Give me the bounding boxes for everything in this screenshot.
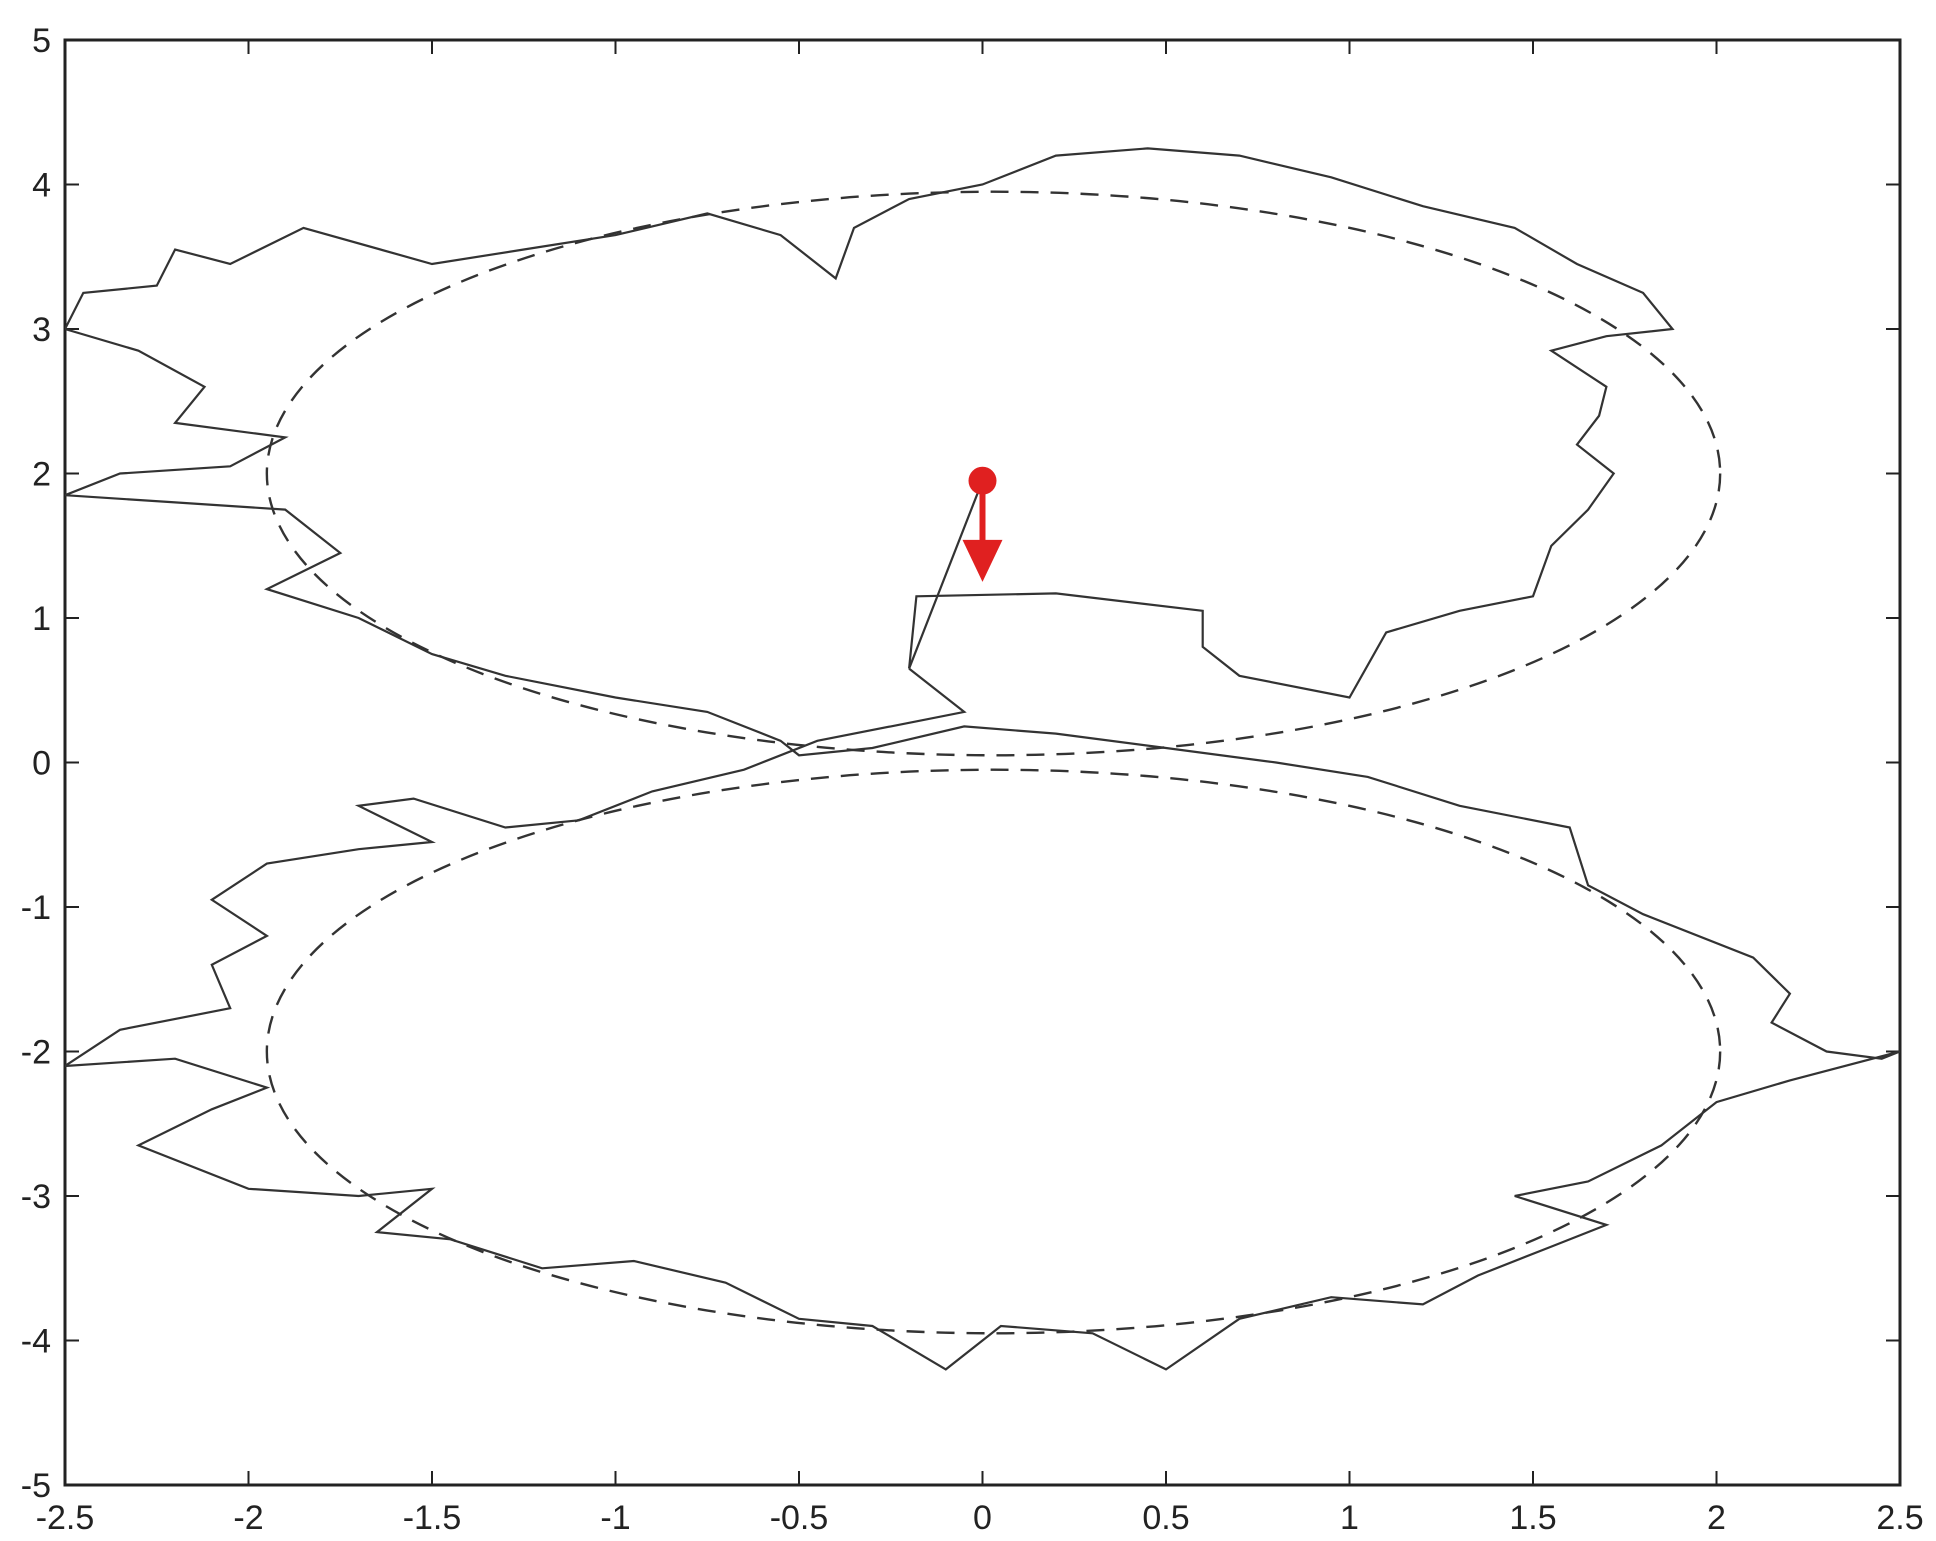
x-tick-label: 2 bbox=[1707, 1499, 1726, 1537]
plot-frame bbox=[63, 38, 1902, 1487]
start-connector-line bbox=[908, 480, 984, 669]
dashed-reference-ellipse-lower bbox=[265, 768, 1722, 1335]
x-tick-label: 1 bbox=[1340, 1499, 1359, 1537]
y-tick-label: 1 bbox=[32, 600, 51, 638]
x-tick-label: 0 bbox=[973, 1499, 992, 1537]
y-tick-label: -2 bbox=[21, 1034, 51, 1072]
dashed-reference-ellipse-upper bbox=[265, 190, 1722, 757]
noisy-trajectory-line bbox=[65, 147, 1900, 1371]
x-tick-label: 1.5 bbox=[1509, 1499, 1556, 1537]
y-tick-label: 4 bbox=[32, 167, 51, 205]
y-tick-label: 0 bbox=[32, 745, 51, 783]
y-tick-label: -5 bbox=[21, 1467, 51, 1505]
y-tick-label: -1 bbox=[21, 889, 51, 927]
axes: -2.5 -2 -1.5 -1 -0.5 0 0.5 1 1.5 2 2.5 -5 -4 -3 -2 -1 0 1… bbox=[21, 22, 1924, 1537]
red-arrow-head bbox=[962, 539, 1003, 582]
y-tick-label: 3 bbox=[32, 311, 51, 349]
x-tick-label: -0.5 bbox=[770, 1499, 829, 1537]
x-tick-label: 2.5 bbox=[1876, 1499, 1923, 1537]
y-tick-label: 5 bbox=[32, 22, 51, 60]
x-tick-label: -2 bbox=[233, 1499, 263, 1537]
x-tick-label: -2.5 bbox=[36, 1499, 95, 1537]
y-tick-label: -3 bbox=[21, 1178, 51, 1216]
y-tick-label: 2 bbox=[32, 456, 51, 494]
x-tick-label: -1 bbox=[600, 1499, 630, 1537]
annotations bbox=[908, 466, 1003, 669]
y-tick-label: -4 bbox=[21, 1323, 51, 1361]
plot-area bbox=[65, 147, 1900, 1371]
x-tick-label: 0.5 bbox=[1142, 1499, 1189, 1537]
x-tick-label: -1.5 bbox=[403, 1499, 462, 1537]
